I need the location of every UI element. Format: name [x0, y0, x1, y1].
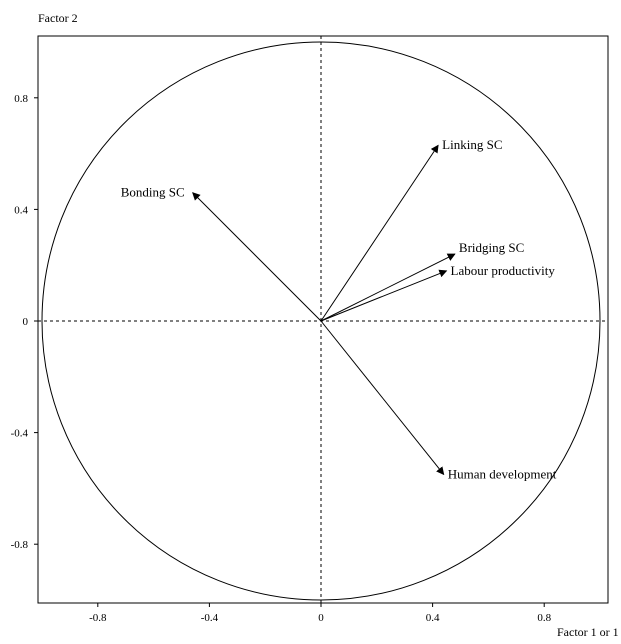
y-tick-label: 0.8 [14, 93, 28, 105]
plot-frame [37, 35, 609, 604]
y-tick-label: -0.4 [11, 428, 29, 440]
vector-arrow [320, 253, 456, 322]
vector-label: Human development [448, 466, 557, 481]
vector-arrow [192, 192, 322, 322]
vector-label: Linking SC [442, 137, 502, 152]
plot-layer: -0.8 -0.4 0 0.4 0.8 -0.8 -0.4 0 0.4 0.8 Linking SC… [11, 35, 609, 624]
x-tick-label: 0.8 [537, 612, 551, 624]
vector-label: Bridging SC [459, 240, 524, 255]
x-tick-label: 0.4 [426, 612, 440, 624]
x-tick-label: -0.8 [89, 612, 107, 624]
y-tick-label: 0 [23, 316, 29, 328]
vector-arrow [320, 320, 445, 476]
y-tick-label: -0.8 [11, 539, 29, 551]
vector-label: Bonding SC [121, 185, 185, 200]
vector-arrow [320, 144, 439, 322]
x-tick-label: 0 [318, 612, 324, 624]
vector-label: Labour productivity [451, 263, 556, 278]
y-tick-label: 0.4 [14, 204, 28, 216]
y-axis-label: Factor 2 [38, 11, 78, 25]
x-axis-label: Factor 1 or 1 [557, 625, 619, 639]
vector-arrow [320, 269, 448, 322]
x-tick-label: -0.4 [201, 612, 219, 624]
